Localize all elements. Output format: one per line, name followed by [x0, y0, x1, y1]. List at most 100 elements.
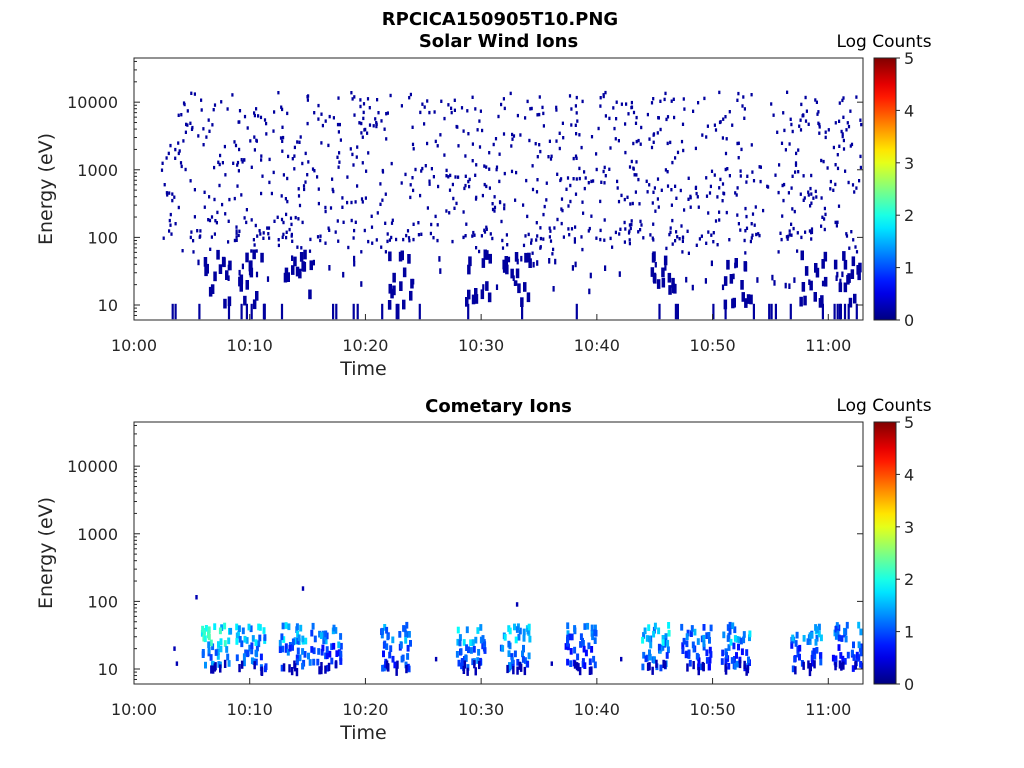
heatmap-cell: [304, 180, 307, 184]
heatmap-cell: [794, 170, 797, 174]
heatmap-cell: [697, 663, 701, 671]
heatmap-cell: [590, 135, 594, 139]
heatmap-cell: [406, 229, 410, 233]
heatmap-cell: [695, 652, 699, 660]
heatmap-cell: [328, 114, 331, 119]
heatmap-cell: [843, 282, 848, 293]
heatmap-cell: [297, 187, 300, 191]
heatmap-cell: [356, 303, 359, 320]
heatmap-cell: [217, 641, 220, 648]
heatmap-cell: [522, 644, 525, 652]
heatmap-cell: [488, 167, 491, 171]
heatmap-cell: [485, 281, 489, 291]
heatmap-cell: [207, 641, 211, 649]
heatmap-cell: [491, 207, 495, 212]
heatmap-cell: [697, 667, 700, 676]
heatmap-cell: [639, 219, 642, 224]
heatmap-cell: [599, 96, 602, 100]
heatmap-cell: [664, 91, 667, 96]
heatmap-cell: [839, 303, 842, 320]
heatmap-cell: [663, 97, 666, 102]
heatmap-cell: [382, 650, 385, 658]
heatmap-cell: [671, 160, 674, 165]
heatmap-cell: [471, 159, 474, 163]
heatmap-cell: [604, 265, 607, 271]
heatmap-cell: [255, 291, 259, 301]
heatmap-cell: [826, 166, 829, 170]
heatmap-cell: [535, 221, 538, 225]
heatmap-cell: [259, 232, 262, 236]
heatmap-cell: [536, 234, 539, 238]
heatmap-cell: [163, 183, 166, 187]
heatmap-cell: [334, 627, 338, 634]
heatmap-cell: [642, 632, 646, 639]
heatmap-cell: [753, 223, 756, 227]
heatmap-cell: [386, 111, 389, 115]
heatmap-cell: [530, 106, 533, 111]
heatmap-cell: [575, 132, 578, 136]
heatmap-cell: [449, 173, 452, 178]
heatmap-cell: [190, 230, 193, 234]
heatmap-cell: [506, 664, 509, 674]
heatmap-cell: [462, 235, 465, 240]
heatmap-cell: [597, 126, 600, 131]
heatmap-cell: [386, 232, 389, 236]
heatmap-cell: [781, 214, 784, 218]
heatmap-cell: [565, 187, 568, 191]
heatmap-cell: [249, 267, 254, 278]
heatmap-cell: [412, 278, 415, 285]
heatmap-cell: [319, 238, 322, 243]
heatmap-cell: [569, 199, 572, 204]
heatmap-cell: [380, 119, 383, 123]
heatmap-cell: [409, 640, 412, 647]
heatmap-cell: [751, 170, 754, 174]
heatmap-cell: [395, 303, 398, 320]
heatmap-cell: [182, 101, 186, 105]
heatmap-cell: [382, 664, 386, 672]
y-tick-label: 10: [98, 660, 118, 679]
heatmap-cell: [620, 193, 623, 198]
heatmap-cell: [549, 239, 553, 243]
heatmap-cell: [615, 117, 618, 121]
heatmap-cell: [553, 226, 556, 230]
heatmap-cell: [834, 220, 837, 225]
heatmap-cell: [237, 625, 241, 632]
heatmap-cell: [604, 174, 607, 178]
heatmap-cell: [580, 235, 583, 239]
heatmap-cell: [245, 303, 248, 320]
heatmap-cell: [728, 110, 731, 114]
heatmap-cell: [735, 193, 738, 197]
heatmap-cell: [736, 660, 739, 668]
heatmap-cell: [193, 188, 196, 192]
heatmap-cell: [681, 235, 685, 239]
heatmap-cell: [202, 630, 206, 637]
heatmap-cell: [722, 631, 726, 639]
heatmap-cell: [181, 249, 184, 253]
heatmap-cell: [735, 652, 738, 659]
heatmap-cell: [788, 233, 791, 237]
heatmap-cell: [572, 177, 575, 181]
heatmap-cell: [859, 628, 863, 636]
heatmap-cell: [840, 129, 843, 134]
heatmap-cell: [254, 658, 258, 666]
heatmap-cell: [644, 655, 648, 663]
heatmap-cell: [398, 631, 402, 638]
heatmap-cell: [478, 249, 481, 254]
heatmap-cell: [162, 236, 165, 240]
heatmap-cell: [351, 152, 354, 157]
heatmap-cell: [337, 130, 340, 134]
heatmap-cell: [840, 635, 844, 642]
heatmap-cell: [495, 284, 499, 290]
heatmap-cell: [532, 261, 535, 268]
heatmap-cell: [687, 176, 690, 180]
heatmap-cell: [219, 638, 223, 645]
heatmap-cell: [561, 208, 564, 213]
heatmap-cell: [705, 135, 708, 139]
heatmap-cell: [742, 95, 745, 99]
heatmap-cell: [528, 138, 531, 143]
heatmap-cell: [833, 303, 836, 320]
heatmap-cell: [434, 214, 437, 219]
heatmap-cell: [448, 188, 452, 192]
heatmap-cell: [842, 115, 845, 119]
heatmap-cell: [321, 123, 324, 128]
